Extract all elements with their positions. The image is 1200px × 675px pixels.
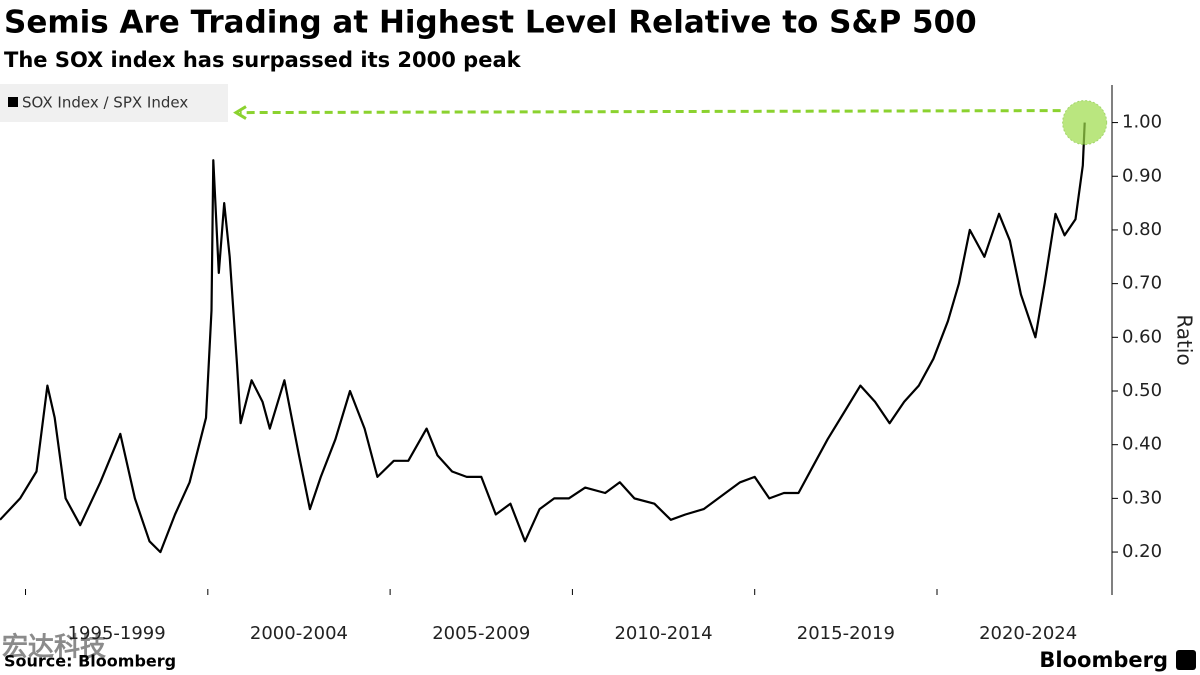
y-tick-label: 0.20: [1122, 541, 1162, 562]
y-tick-label: 0.70: [1122, 273, 1162, 294]
source: Source: Bloomberg: [4, 652, 176, 671]
highlight-arrow: [239, 109, 1061, 115]
x-tick-label: 2000-2004: [250, 623, 348, 644]
brand-icon: [1176, 650, 1196, 670]
x-tick-label: 1995-1999: [68, 623, 166, 644]
y-tick-label: 0.50: [1122, 380, 1162, 401]
y-tick-label: 0.90: [1122, 165, 1162, 186]
y-tick-label: 0.60: [1122, 326, 1162, 347]
x-tick-label: 2020-2024: [979, 623, 1077, 644]
y-tick-label: 0.40: [1122, 434, 1162, 455]
legend-swatch: [8, 97, 18, 107]
x-tick-label: 2015-2019: [797, 623, 895, 644]
series-line: [0, 122, 1086, 554]
legend-label: SOX Index / SPX Index: [22, 94, 188, 112]
highlight-circle: [1062, 100, 1108, 146]
arrow-head: [233, 105, 247, 120]
legend-box: [0, 84, 228, 122]
chart-title: Semis Are Trading at Highest Level Relat…: [4, 5, 977, 41]
watermark: 宏达科技: [2, 632, 106, 663]
y-axis-label: Ratio: [1173, 314, 1197, 365]
x-tick-label: 2010-2014: [614, 623, 712, 644]
y-tick-label: 0.30: [1122, 487, 1162, 508]
x-tick-label: 2005-2009: [432, 623, 530, 644]
y-tick-label: 0.80: [1122, 219, 1162, 240]
y-tick-label: 1.00: [1122, 112, 1162, 133]
brand: Bloomberg: [1039, 648, 1168, 672]
chart-subtitle: The SOX index has surpassed its 2000 pea…: [4, 48, 522, 72]
